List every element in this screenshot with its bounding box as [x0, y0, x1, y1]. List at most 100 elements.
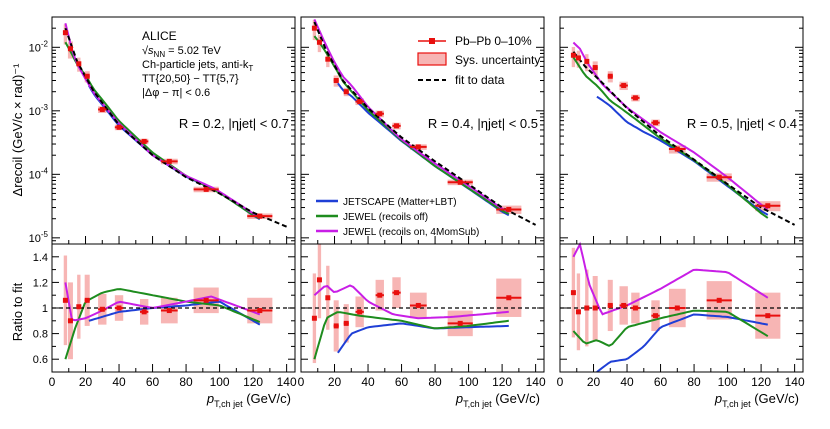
x-tick-label: 40 [112, 375, 126, 389]
ratio-point-marker [575, 309, 581, 315]
data-point-marker [716, 174, 722, 180]
legend-fit-label: fit to data [455, 73, 505, 87]
ratio-point-marker [316, 277, 322, 283]
y-tick-label-top: 10-2 [29, 39, 49, 54]
data-point-marker [415, 144, 421, 150]
y-tick-exponent: -5 [41, 230, 49, 239]
ratio-point-marker [584, 305, 590, 311]
data-point-marker [621, 83, 627, 89]
jets-subscript: T [248, 64, 253, 73]
panel-title: R = 0.4, |ηjet| < 0.5 [428, 116, 538, 131]
data-point-marker [325, 56, 331, 62]
ratio-point-marker [311, 315, 317, 321]
y-tick-label-ratio: 1.2 [33, 277, 48, 289]
data-point-marker [116, 124, 122, 130]
x-axis-label-var: p [455, 391, 463, 406]
ratio-point-marker [116, 305, 122, 311]
ratio-point-marker [325, 295, 331, 301]
data-point-marker [584, 58, 590, 64]
x-axis-label-unit: (GeV/c) [751, 391, 799, 406]
ratio-point-marker [607, 302, 613, 308]
x-axis-label-var: p [714, 391, 722, 406]
x-tick-label: 80 [428, 375, 442, 389]
legend-sys-box [417, 52, 447, 66]
plot-area [301, 18, 544, 364]
x-axis-label-unit: (GeV/c) [492, 391, 540, 406]
collaboration-label: ALICE [142, 29, 177, 43]
model-jewel_on-ratio-curve [64, 282, 261, 322]
x-tick-label: 140 [277, 375, 297, 389]
info-block: ALICE √sNN = 5.02 TeV Ch-particle jets, … [142, 29, 253, 99]
model-jewel_on-ratio-curve [313, 284, 509, 320]
plot-area [560, 41, 803, 372]
data-point-marker [257, 213, 263, 219]
energy-subscript: NN [154, 50, 166, 59]
model-jewel_off-ratio-curve [64, 288, 261, 360]
x-tick-label: 20 [79, 375, 93, 389]
ratio-point-marker [343, 320, 349, 326]
ratio-point-marker [333, 323, 339, 329]
ratio-point-marker [570, 290, 576, 296]
x-tick-label: 40 [620, 375, 634, 389]
x-axis-label-var: p [206, 391, 214, 406]
x-tick-label: 140 [526, 375, 546, 389]
panel-title: R = 0.2, |ηjet| < 0.7 [179, 116, 289, 131]
legend-jewel-on-label: JEWEL (recoils on, 4MomSub) [343, 227, 479, 238]
model-jewel_off-ratio-curve [313, 311, 509, 360]
model-jewel_on-ratio-curve [572, 241, 769, 316]
ratio-point-marker [394, 290, 400, 296]
x-tick-label: 140 [785, 375, 805, 389]
x-tick-label: 80 [179, 375, 193, 389]
x-tick-label: 100 [210, 375, 230, 389]
data-point-marker [653, 120, 659, 126]
model-jewel_off-ratio-curve [572, 309, 769, 347]
energy-sqrt-symbol: √ [142, 45, 149, 57]
x-tick-label: 120 [492, 375, 512, 389]
x-tick-label: 0 [49, 375, 56, 389]
y-axis-label-ratio: Ratio to fit [10, 282, 25, 341]
y-tick-label-top: 10-3 [29, 103, 49, 118]
model-jetscape-curve [88, 85, 261, 221]
data-point-marker [166, 158, 172, 164]
fit-curve [313, 21, 537, 226]
x-tick-label: 100 [718, 375, 738, 389]
energy-label: √sNN = 5.02 TeV [142, 45, 222, 59]
ratio-point-marker [592, 305, 598, 311]
legend-jewel-off-label: JEWEL (recoils off) [343, 212, 428, 223]
data-point-marker [311, 25, 317, 31]
x-tick-label: 60 [654, 375, 668, 389]
ratio-point-marker [377, 292, 383, 298]
ratio-point-marker [257, 308, 263, 314]
x-axis-label-unit: (GeV/c) [243, 391, 291, 406]
fit-curve [572, 51, 796, 226]
legend-sys-label: Sys. uncertainty [455, 53, 540, 67]
x-axis-label-sub: T,ch jet [214, 399, 243, 409]
ratio-point-marker [62, 297, 68, 303]
data-point-marker [575, 55, 581, 61]
dphi-label: |Δφ − π| < 0.6 [142, 87, 210, 99]
ratio-point-marker [457, 320, 463, 326]
trigger-label: TT{20,50} − TT{5,7} [142, 73, 239, 85]
ratio-point-marker [84, 297, 90, 303]
data-point-marker [333, 78, 339, 84]
data-point-marker [357, 99, 363, 105]
data-point-marker [592, 65, 598, 71]
ratio-point-marker [632, 305, 638, 311]
fit-curve [64, 27, 287, 228]
x-tick-label: 20 [328, 375, 342, 389]
y-tick-label-ratio: 0.6 [33, 354, 48, 366]
x-tick-label: 100 [459, 375, 479, 389]
ratio-point-marker [765, 313, 771, 319]
ratio-point-marker [415, 302, 421, 308]
x-tick-label: 0 [557, 375, 564, 389]
data-point-marker [506, 206, 512, 212]
ratio-point-marker [357, 309, 363, 315]
plot-area [52, 22, 295, 360]
panel-3: 0 20 40 60 80 100 120 140 R = 0.5, |ηjet| < 0.4 [557, 16, 805, 389]
x-tick-label: 120 [751, 375, 771, 389]
ratio-point-marker [674, 305, 680, 311]
data-point-marker [377, 111, 383, 117]
x-tick-label: 60 [146, 375, 160, 389]
y-tick-label-top: 10-4 [29, 166, 49, 181]
data-point-marker [141, 138, 147, 144]
